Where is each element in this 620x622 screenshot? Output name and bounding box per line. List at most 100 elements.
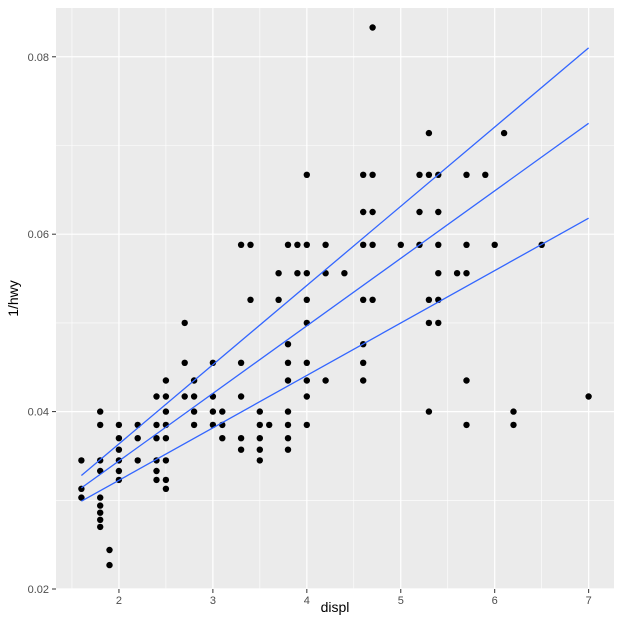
data-point (153, 476, 160, 484)
data-point (585, 393, 592, 400)
x-tick-label: 5 (398, 595, 404, 607)
data-point (397, 241, 404, 248)
data-point (369, 208, 376, 216)
x-tick-label: 7 (586, 595, 592, 607)
data-point (425, 129, 433, 137)
data-point (463, 377, 470, 384)
data-point (303, 377, 310, 384)
data-point (237, 359, 245, 366)
data-point (247, 296, 254, 303)
x-axis-title: displ (321, 599, 350, 615)
data-point (284, 435, 292, 442)
major-gridlines (56, 8, 614, 590)
data-point (256, 421, 263, 429)
data-point (134, 457, 141, 464)
data-point (162, 393, 170, 400)
x-tick-label: 3 (210, 595, 216, 607)
data-point (435, 319, 442, 327)
data-point (284, 421, 292, 429)
data-point (97, 502, 104, 509)
data-point (153, 393, 160, 400)
data-point (463, 421, 470, 429)
data-point (106, 561, 113, 569)
data-point (153, 467, 160, 475)
data-point (256, 457, 263, 464)
data-point (369, 241, 376, 248)
data-point (303, 296, 310, 303)
x-axis: 2 3 4 5 6 7 (116, 589, 592, 607)
data-point (284, 359, 292, 366)
data-point (463, 171, 470, 178)
data-point (453, 270, 461, 277)
data-point (162, 377, 170, 384)
data-point (162, 457, 170, 464)
data-point (510, 408, 517, 415)
data-point (491, 241, 498, 248)
data-point (153, 435, 160, 442)
data-point (97, 421, 104, 429)
data-point (237, 393, 245, 400)
data-point (369, 24, 376, 31)
data-point (256, 446, 263, 453)
data-point (219, 408, 226, 415)
data-point (190, 408, 198, 415)
data-point (190, 421, 198, 429)
data-point (153, 421, 160, 429)
minor-gridlines (56, 8, 614, 589)
data-point (425, 296, 433, 303)
data-point (115, 467, 123, 475)
data-point (134, 435, 141, 442)
data-point (463, 241, 470, 248)
data-point (256, 408, 263, 415)
data-point (181, 359, 188, 366)
y-tick-label: 0.06 (28, 229, 49, 241)
data-point (134, 421, 141, 429)
data-point (266, 421, 273, 429)
data-point (303, 241, 310, 248)
data-point (284, 446, 292, 453)
data-point (97, 408, 104, 415)
data-point (303, 421, 310, 429)
data-point (416, 208, 423, 216)
data-point (247, 241, 254, 248)
x-tick-label: 2 (116, 595, 122, 607)
y-tick-label: 0.02 (28, 584, 49, 596)
data-point (360, 296, 367, 303)
data-point (303, 270, 310, 277)
data-point (97, 523, 104, 531)
data-point (78, 494, 85, 501)
data-point (219, 435, 226, 442)
data-point (425, 171, 433, 178)
y-tick-label: 0.08 (28, 52, 49, 64)
data-point (115, 421, 123, 429)
fit-lines (80, 47, 590, 502)
data-point (162, 485, 170, 492)
data-point (284, 377, 292, 384)
data-point (369, 296, 376, 303)
data-point (275, 296, 282, 303)
data-point (360, 377, 367, 384)
data-point (256, 435, 263, 442)
data-point (435, 208, 442, 216)
data-point (97, 494, 104, 501)
data-point (115, 435, 123, 442)
data-point (97, 516, 104, 523)
data-point (162, 476, 170, 484)
data-point (237, 446, 245, 453)
data-point (322, 377, 329, 384)
data-point (360, 171, 367, 178)
data-point (482, 171, 489, 178)
data-point (360, 208, 367, 216)
data-point (341, 270, 348, 277)
data-point (284, 341, 292, 348)
data-point (360, 241, 367, 248)
data-point (97, 509, 104, 516)
y-axis-title: 1/hwy (5, 280, 21, 317)
data-point (463, 270, 470, 277)
data-point (162, 435, 170, 442)
data-point (106, 546, 113, 554)
x-tick-label: 4 (304, 595, 310, 607)
data-point (435, 270, 442, 277)
fit-line-3 (81, 217, 589, 502)
